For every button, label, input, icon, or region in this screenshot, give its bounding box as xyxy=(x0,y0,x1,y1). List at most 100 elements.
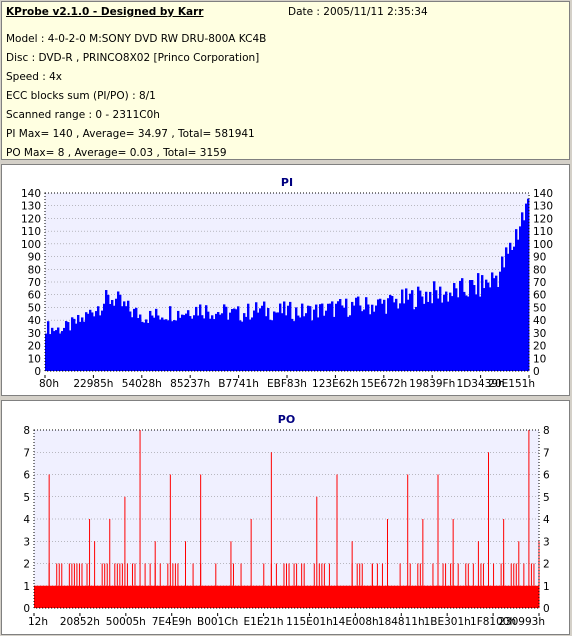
pi-bar xyxy=(473,285,476,371)
chart-title: PO xyxy=(278,413,295,426)
x-tick-label: 1D3439h xyxy=(457,378,505,390)
pi-bar xyxy=(481,275,484,371)
y-tick-label-right: 4 xyxy=(543,514,550,526)
y-tick-label-right: 110 xyxy=(533,226,553,238)
pi-bar xyxy=(183,315,186,371)
y-tick-label-left: 10 xyxy=(28,353,41,365)
x-tick-label: 7E4E9h xyxy=(152,616,192,628)
pi-bar xyxy=(479,296,482,371)
pi-bar xyxy=(109,304,112,371)
pi-bar xyxy=(385,313,388,371)
pi-bar xyxy=(177,310,180,371)
pi-bar xyxy=(313,309,316,371)
pi-bar xyxy=(311,320,314,371)
pi-bar xyxy=(117,291,120,371)
pi-bar xyxy=(509,242,512,371)
pi-bar xyxy=(231,309,234,371)
pi-bar xyxy=(463,291,466,371)
pi-bar xyxy=(57,327,60,371)
pi-bar xyxy=(383,299,386,371)
pi-bar xyxy=(77,314,80,371)
pi-bar xyxy=(209,318,212,371)
pi-bar xyxy=(425,291,428,371)
y-tick-label-left: 110 xyxy=(21,226,41,238)
pi-bar xyxy=(211,315,214,371)
pi-bar xyxy=(281,313,284,371)
y-tick-label-right: 100 xyxy=(533,239,553,251)
pi-bar xyxy=(505,247,508,371)
pi-bar xyxy=(79,321,82,371)
pi-bar xyxy=(357,296,360,371)
y-tick-label-left: 0 xyxy=(34,366,41,378)
pi-bar xyxy=(245,316,248,371)
pi-bar xyxy=(167,320,170,371)
pi-bar xyxy=(71,317,74,371)
pi-bar xyxy=(101,310,104,371)
pi-bar xyxy=(171,321,174,371)
pi-bar xyxy=(435,290,438,371)
pi-bar xyxy=(225,306,228,371)
x-tick-label: 1BE301h xyxy=(424,616,471,628)
pi-bar xyxy=(327,303,330,371)
pi-bar xyxy=(489,287,492,371)
scanned-range: Scanned range : 0 - 2311C0h xyxy=(6,109,160,121)
pi-bar xyxy=(379,298,382,371)
pi-bar xyxy=(179,317,182,371)
pi-bar xyxy=(213,319,216,371)
pi-bar xyxy=(519,226,522,371)
pi-bar xyxy=(127,300,130,371)
pi-bar xyxy=(73,318,76,371)
pi-bar xyxy=(483,288,486,371)
pi-bar xyxy=(161,317,164,371)
pi-bar xyxy=(527,198,530,371)
pi-bar xyxy=(185,313,188,371)
pi-bar xyxy=(331,301,334,371)
y-tick-label-right: 2 xyxy=(543,559,550,571)
disc-info: Disc : DVD-R , PRINCO8X02 [Princo Corpor… xyxy=(6,52,260,64)
pi-bar xyxy=(121,306,124,371)
pi-bar xyxy=(315,304,318,371)
pi-bar xyxy=(119,294,122,371)
y-tick-label-left: 8 xyxy=(23,425,30,437)
pi-bar xyxy=(343,307,346,371)
pi-chart-panel: PI 0 0 10 10 20 20 30 30 40 40 50 50 60 60 70 70 80 80 90 90… xyxy=(1,164,570,396)
pi-bar xyxy=(353,305,356,371)
scan-speed: Speed : 4x xyxy=(6,71,63,83)
x-tick-label: 19839Fh xyxy=(409,378,455,390)
pi-bar xyxy=(99,315,102,371)
pi-bar xyxy=(465,295,468,371)
po-baseline-band xyxy=(34,585,539,608)
pi-bar xyxy=(309,306,312,371)
pi-bar xyxy=(513,246,516,371)
pi-bar xyxy=(355,297,358,371)
pi-bar xyxy=(317,317,320,371)
pi-bar xyxy=(471,280,474,371)
x-tick-label: 123E62h xyxy=(312,378,359,390)
pi-bar xyxy=(169,306,172,371)
y-tick-label-right: 20 xyxy=(533,341,546,353)
pi-bar xyxy=(395,298,398,371)
pi-bar xyxy=(365,297,368,371)
pi-bar xyxy=(97,306,100,371)
pi-bar xyxy=(259,308,262,371)
pi-bar xyxy=(381,303,384,371)
pi-bar xyxy=(443,294,446,371)
pi-bar xyxy=(323,315,326,371)
pi-bar xyxy=(237,306,240,371)
pi-bar xyxy=(193,315,196,371)
pi-bar xyxy=(115,298,118,371)
pi-bar xyxy=(409,293,412,371)
pi-bar xyxy=(83,321,86,371)
pi-bar xyxy=(247,303,250,371)
pi-bar xyxy=(87,313,90,371)
pi-bar xyxy=(107,294,110,371)
pi-bar xyxy=(295,307,298,371)
po-chart: PO 0 0 1 1 2 2 3 3 4 4 5 5 6 6 7 7 8 8 12h 20852h 50005h 7E4E9… xyxy=(23,413,550,628)
pi-bar xyxy=(393,302,396,371)
x-tick-label: 115E01h xyxy=(286,616,333,628)
y-tick-label-left: 60 xyxy=(28,290,41,302)
po-summary: PO Max= 8 , Average= 0.03 , Total= 3159 xyxy=(6,147,227,159)
pi-bar xyxy=(273,311,276,371)
pi-bar xyxy=(227,319,230,371)
